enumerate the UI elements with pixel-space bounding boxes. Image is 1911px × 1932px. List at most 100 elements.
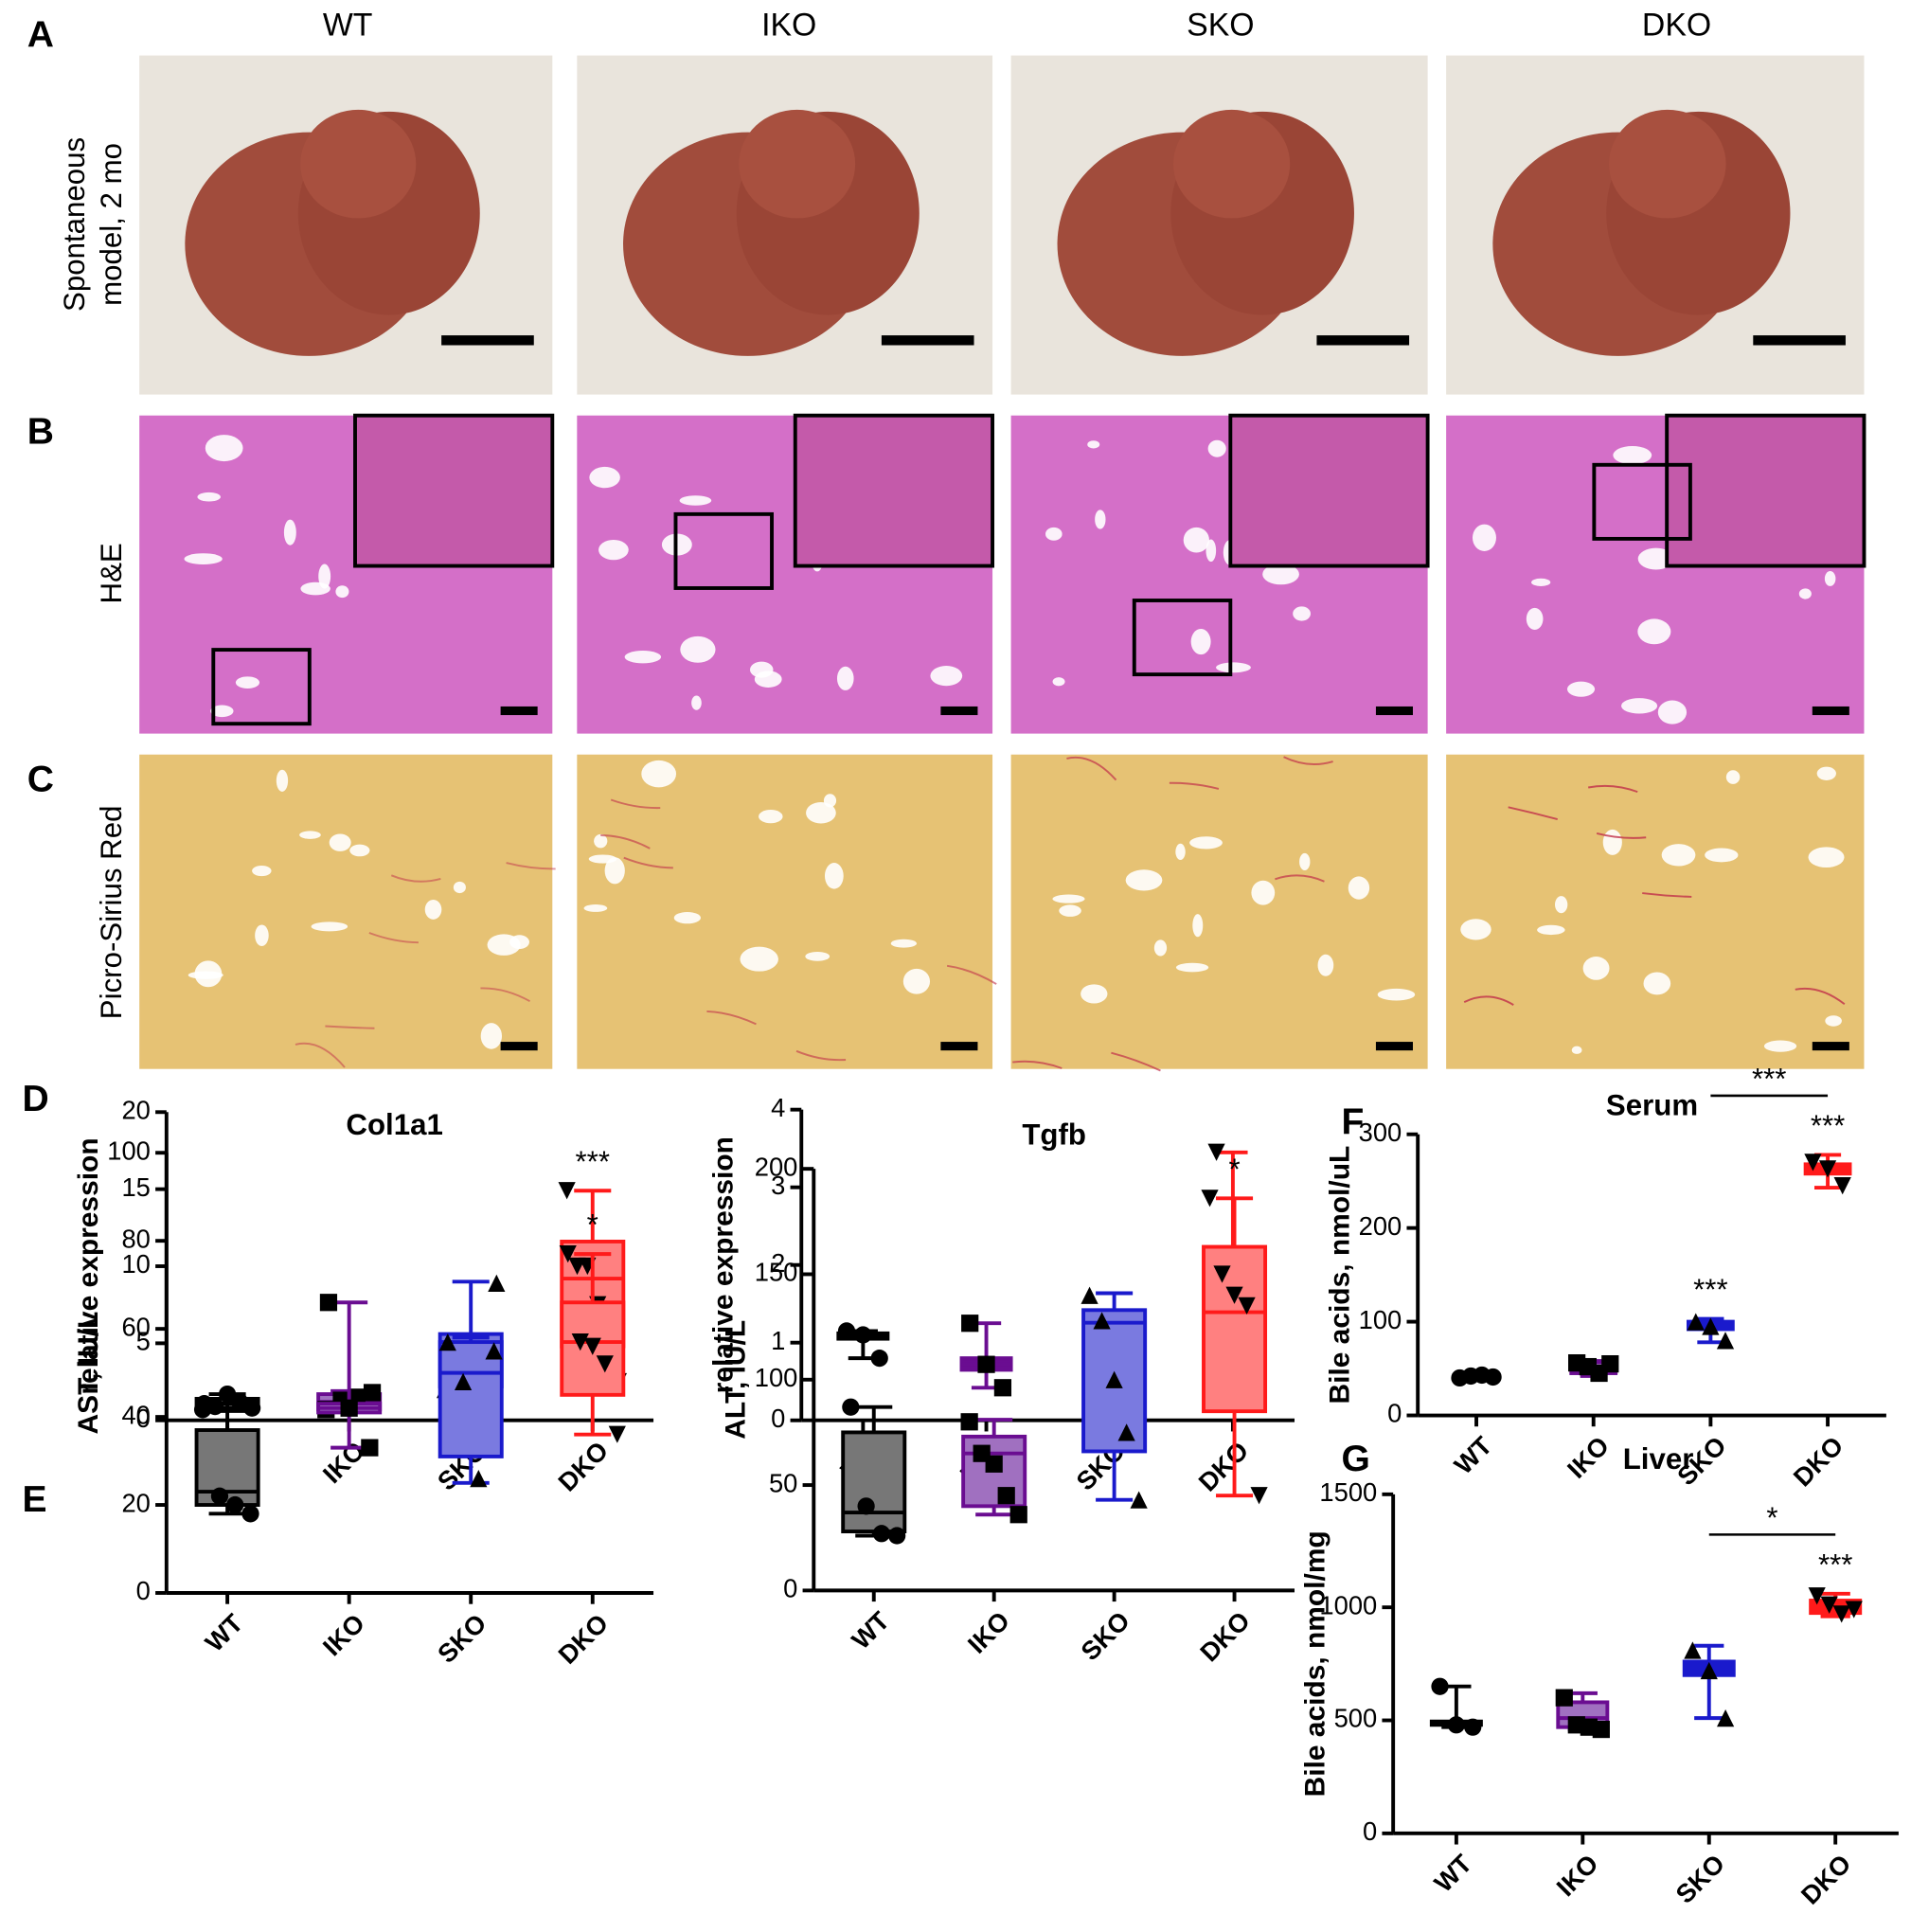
liver-lobe bbox=[300, 109, 417, 219]
data-point bbox=[1717, 1709, 1735, 1727]
data-point bbox=[454, 1372, 473, 1391]
data-point bbox=[1081, 1286, 1098, 1304]
scale-bar bbox=[500, 706, 538, 716]
y-axis-label: Bile acids, nmol/mg bbox=[1299, 1530, 1331, 1797]
panel-letter: A bbox=[27, 14, 54, 55]
data-point bbox=[872, 1525, 891, 1543]
scale-bar bbox=[940, 706, 978, 716]
vessel bbox=[583, 904, 608, 912]
vessel bbox=[1824, 570, 1836, 586]
x-tick-label: SKO bbox=[432, 1608, 492, 1669]
scale-bar bbox=[441, 335, 534, 346]
vessel bbox=[836, 666, 854, 690]
fibrosis bbox=[600, 833, 651, 850]
column-label: IKO bbox=[761, 8, 816, 44]
scale-bar bbox=[1375, 1042, 1413, 1051]
vessel bbox=[184, 553, 223, 564]
fibrosis bbox=[795, 1049, 847, 1062]
y-tick-label: 80 bbox=[121, 1224, 150, 1253]
vessel bbox=[1621, 698, 1658, 714]
y-tick-label: 500 bbox=[1334, 1704, 1378, 1733]
data-point bbox=[1093, 1312, 1111, 1330]
x-tick-label: IKO bbox=[317, 1608, 370, 1661]
liver-lobe bbox=[1609, 109, 1726, 219]
fibrosis bbox=[623, 856, 673, 869]
fibrosis bbox=[1012, 1060, 1063, 1069]
chart-title: Col1a1 bbox=[346, 1108, 442, 1141]
fibrosis bbox=[390, 874, 441, 883]
data-point bbox=[960, 1413, 978, 1431]
vessel bbox=[1816, 766, 1836, 780]
column-label: SKO bbox=[1187, 8, 1254, 44]
data-point bbox=[243, 1399, 261, 1417]
vessel bbox=[1081, 984, 1108, 1004]
vessel bbox=[1052, 894, 1085, 903]
bracket-label: * bbox=[1766, 1501, 1777, 1534]
panel-letter: D bbox=[22, 1079, 48, 1119]
chart-title: Liver bbox=[1623, 1442, 1694, 1476]
data-point bbox=[1464, 1718, 1482, 1736]
vessel bbox=[197, 492, 221, 502]
y-tick-label: 5 bbox=[136, 1327, 151, 1356]
data-point bbox=[195, 1395, 213, 1413]
data-point bbox=[608, 1425, 626, 1443]
box bbox=[841, 1430, 907, 1534]
significance: * bbox=[1228, 1153, 1240, 1186]
data-point bbox=[596, 1355, 614, 1373]
data-point bbox=[1833, 1177, 1851, 1195]
x-tick-label: WT bbox=[846, 1605, 895, 1655]
inset-box bbox=[1132, 599, 1233, 677]
x-tick-label: WT bbox=[1448, 1430, 1497, 1479]
vessel bbox=[318, 564, 331, 589]
data-point bbox=[1820, 1596, 1838, 1614]
vessel bbox=[1299, 852, 1311, 871]
data-point bbox=[837, 1322, 856, 1340]
fibrosis bbox=[946, 964, 997, 985]
data-point bbox=[1250, 1487, 1268, 1505]
row-label: model, 2 mo bbox=[95, 143, 128, 306]
vessel bbox=[329, 833, 351, 851]
vessel bbox=[1190, 628, 1211, 655]
vessel bbox=[806, 801, 836, 824]
fibrosis bbox=[1795, 987, 1846, 1006]
data-point bbox=[854, 1326, 872, 1344]
data-point bbox=[1601, 1354, 1619, 1373]
fibrosis bbox=[480, 987, 531, 1003]
scale-bar bbox=[500, 1042, 538, 1051]
y-tick-label: 200 bbox=[1359, 1211, 1402, 1241]
vessel bbox=[1183, 527, 1209, 553]
vessel bbox=[255, 924, 269, 947]
inset-box bbox=[673, 511, 774, 590]
fibrosis bbox=[325, 1025, 375, 1029]
row-label: Spontaneous bbox=[58, 137, 91, 312]
vessel bbox=[1317, 954, 1334, 976]
data-point bbox=[1808, 1587, 1826, 1605]
data-point bbox=[340, 1399, 358, 1417]
vessel bbox=[1262, 564, 1299, 585]
vessel bbox=[1348, 876, 1370, 900]
fibrosis bbox=[610, 798, 661, 810]
significance: *** bbox=[576, 1145, 610, 1178]
data-point bbox=[558, 1182, 576, 1200]
vessel bbox=[589, 466, 620, 489]
vessel bbox=[1798, 588, 1812, 599]
chart-title: Tgfb bbox=[1022, 1118, 1086, 1152]
scale-bar bbox=[1812, 706, 1849, 716]
y-tick-label: 3 bbox=[771, 1171, 785, 1200]
inset-box bbox=[1592, 462, 1692, 541]
significance: *** bbox=[1693, 1273, 1727, 1306]
data-point bbox=[1555, 1689, 1573, 1707]
data-point bbox=[1700, 1661, 1718, 1680]
x-tick-label: DKO bbox=[1192, 1436, 1254, 1497]
vessel bbox=[824, 863, 844, 889]
vessel bbox=[1125, 869, 1163, 891]
x-tick-label: WT bbox=[1428, 1849, 1477, 1898]
vessel bbox=[252, 865, 272, 877]
image-panel bbox=[139, 754, 553, 1069]
fibrosis bbox=[1587, 784, 1638, 794]
vessel bbox=[1189, 836, 1223, 850]
data-point bbox=[1201, 1190, 1219, 1208]
image-panel bbox=[577, 754, 993, 1069]
y-tick-label: 20 bbox=[121, 1488, 150, 1517]
vessel bbox=[1825, 1015, 1842, 1027]
